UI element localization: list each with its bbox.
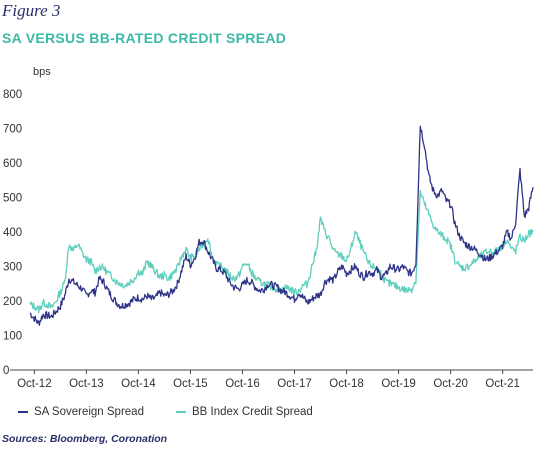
figure-label: Figure 3 [2,1,61,20]
series-line-sa-sovereign [29,125,534,326]
x-tick-label: Oct-13 [69,378,104,390]
y-tick-label: 700 [3,124,22,136]
y-tick-label: 400 [3,227,22,239]
legend-swatch-sa [18,411,28,413]
x-tick-label: Oct-14 [121,378,156,390]
y-axis: 0 100 200 300 400 500 600 700 800 [3,89,22,377]
chart-title: SA VERSUS BB-RATED CREDIT SPREAD [2,30,287,46]
x-tick-label: Oct-15 [173,378,208,390]
legend-item-sa: SA Sovereign Spread [18,406,144,418]
source-note: Sources: Bloomberg, Coronation [2,433,168,445]
x-tick-label: Oct-19 [381,378,416,390]
y-tick-label: 0 [3,365,9,377]
x-tick-label: Oct-16 [225,378,260,390]
legend-swatch-bb [175,411,186,413]
y-tick-label: 100 [3,331,22,343]
y-tick-label: 200 [3,296,22,308]
legend-label-sa: SA Sovereign Spread [34,406,144,418]
x-axis: Oct-12 Oct-13 Oct-14 Oct-15 Oct-16 Oct-17 Oct-… [10,369,533,390]
y-tick-label: 800 [3,89,22,101]
x-tick-label: Oct-18 [329,378,364,390]
y-tick-label: 300 [3,262,22,274]
series-layer [29,125,534,326]
legend-item-bb: BB Index Credit Spread [175,406,313,418]
x-tick-label: Oct-20 [433,378,468,390]
x-tick-label: Oct-17 [277,378,312,390]
legend-label-bb: BB Index Credit Spread [191,406,313,418]
y-tick-label: 600 [3,158,22,170]
x-tick-label: Oct-21 [485,378,520,390]
series-line-bb-index [29,189,534,314]
legend: SA Sovereign Spread BB Index Credit Spre… [18,406,345,418]
x-tick-label: Oct-12 [17,378,52,390]
y-axis-label: bps [33,66,51,78]
y-tick-label: 500 [3,193,22,205]
